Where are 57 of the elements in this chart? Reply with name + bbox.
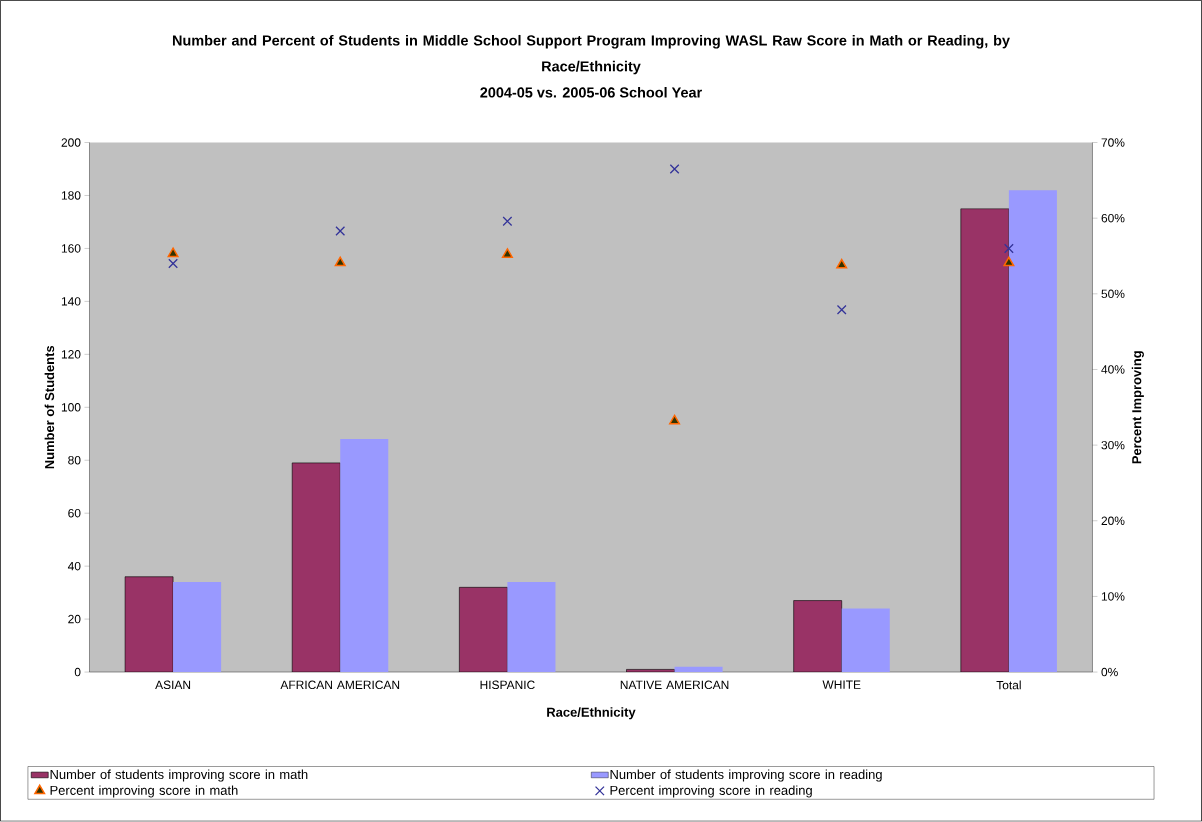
bar bbox=[960, 208, 1010, 673]
x-tick-label: AFRICAN AMERICAN bbox=[280, 680, 400, 690]
y-tick-label: 180 bbox=[61, 191, 81, 200]
y2-tick-label: 50% bbox=[1101, 289, 1125, 299]
y-tick-label: 120 bbox=[61, 350, 81, 359]
y2-tick-label: 20% bbox=[1101, 516, 1125, 526]
point bbox=[1003, 256, 1015, 267]
bar bbox=[674, 666, 723, 673]
y2-tick-label: 40% bbox=[1101, 365, 1125, 374]
y2-axis-title: Percent Improving bbox=[1131, 351, 1144, 464]
point bbox=[669, 164, 680, 175]
y-tick-label: 80 bbox=[68, 456, 81, 465]
y2-tick-label: 0% bbox=[1101, 668, 1118, 677]
bar bbox=[292, 463, 341, 673]
chart-subtitle: 2004-05 vs. 2005-06 School Year bbox=[480, 87, 702, 98]
y-tick-label: 20 bbox=[68, 615, 81, 624]
point bbox=[836, 259, 848, 269]
bar bbox=[459, 587, 508, 673]
y-tick-label: 100 bbox=[61, 403, 81, 412]
legend-label: Number of students improving score in math bbox=[50, 769, 308, 782]
x-tick-label: HISPANIC bbox=[480, 680, 535, 690]
y2-tick-label: 10% bbox=[1101, 592, 1125, 601]
point bbox=[1003, 243, 1014, 254]
x-tick-label: WHITE bbox=[822, 680, 861, 690]
legend-label: Percent improving score in math bbox=[50, 785, 238, 798]
x-tick-label: NATIVE AMERICAN bbox=[620, 680, 729, 690]
x-tick-label: Total bbox=[996, 680, 1021, 690]
y2-tick-label: 60% bbox=[1101, 214, 1125, 223]
point bbox=[502, 216, 513, 227]
legend-label: Number of students improving score in reading bbox=[610, 769, 882, 782]
bar bbox=[841, 608, 890, 673]
y-tick-label: 60 bbox=[68, 509, 81, 518]
point bbox=[836, 305, 847, 315]
y-tick-label: 200 bbox=[61, 138, 81, 147]
bar bbox=[340, 439, 389, 673]
point bbox=[335, 226, 346, 237]
bar bbox=[173, 582, 222, 673]
y-tick-label: 0 bbox=[74, 668, 81, 677]
y-tick-label: 160 bbox=[61, 244, 81, 253]
bar bbox=[1008, 190, 1057, 673]
point bbox=[501, 248, 513, 259]
x-tick-label: ASIAN bbox=[155, 680, 191, 690]
y-tick-label: 40 bbox=[67, 562, 81, 571]
y-axis-title: Number of Students bbox=[44, 346, 55, 469]
y2-tick-label: 30% bbox=[1101, 441, 1125, 450]
bar bbox=[793, 600, 842, 673]
point bbox=[669, 414, 681, 425]
point bbox=[334, 256, 346, 267]
y-tick-label: 140 bbox=[61, 297, 81, 306]
y2-tick-label: 70% bbox=[1101, 138, 1125, 147]
x-axis-title: Race/Ethnicity bbox=[547, 707, 636, 720]
chart-title: Number and Percent of Students in Middle School Support Program Improving WASL Raw Score in Math or Reading, by Race/Ethnicity bbox=[172, 35, 1010, 75]
bar bbox=[125, 576, 174, 673]
bar bbox=[507, 582, 556, 673]
point bbox=[167, 247, 179, 258]
point bbox=[168, 258, 178, 269]
legend-label: Percent improving score in reading bbox=[610, 785, 812, 798]
